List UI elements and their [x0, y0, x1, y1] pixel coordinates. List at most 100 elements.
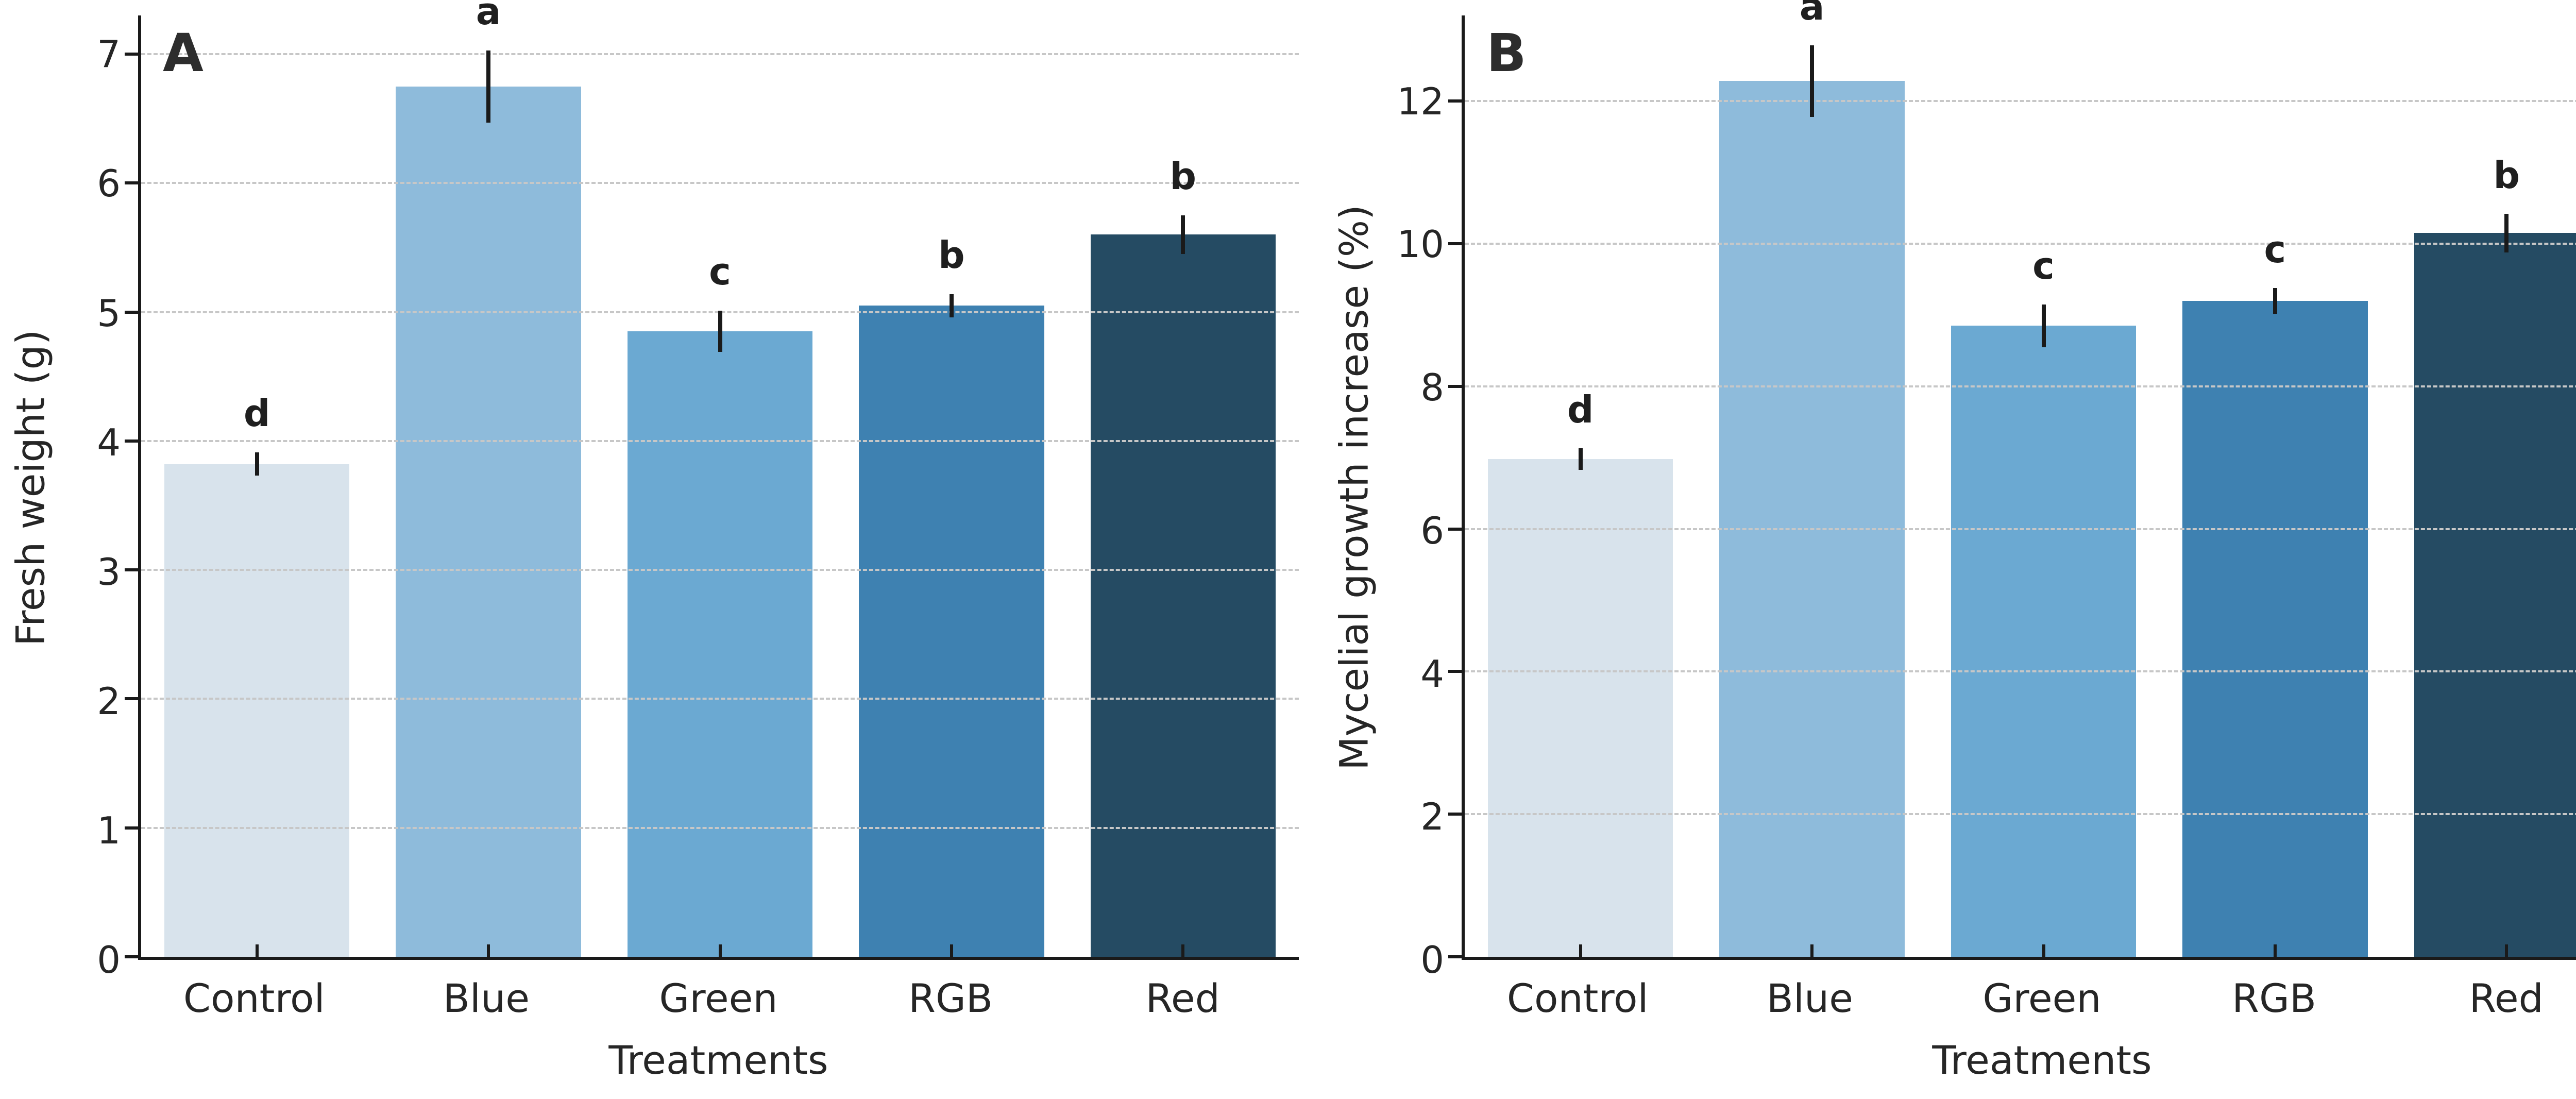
- y-tick-mark-12: [1448, 99, 1462, 103]
- x-tick-label-blue: Blue: [1766, 975, 1853, 1021]
- bar-green: [627, 331, 813, 957]
- y-tick-label-5: 5: [97, 291, 121, 335]
- y-tick-label-4: 4: [1420, 652, 1444, 696]
- x-tick-mark-red: [2505, 944, 2509, 957]
- bar-red: [2414, 233, 2576, 957]
- bar-rgb: [859, 306, 1044, 957]
- x-tick-label-rgb: RGB: [2232, 975, 2317, 1021]
- gridline-y2: [141, 698, 1299, 700]
- error-bar-green: [2041, 304, 2046, 347]
- sig-letter-rgb: c: [2264, 227, 2286, 271]
- panel-b: Mycelial growth increase (%) 0 2 4 6 8 10 12 B…: [1324, 0, 2576, 1099]
- x-tick-mark-rgb: [2273, 944, 2277, 957]
- bar-blue: [1719, 81, 1905, 957]
- y-tick-mark-6: [125, 181, 138, 185]
- panel-b-plot-area: B d a c c b: [1448, 0, 2576, 960]
- y-tick-mark-3: [125, 568, 138, 572]
- gridline-y8: [1465, 385, 2576, 387]
- x-tick-mark-red: [1181, 944, 1185, 957]
- error-bar-blue: [1810, 45, 1815, 117]
- error-bar-control: [1578, 448, 1583, 470]
- y-tick-mark-0: [1448, 955, 1462, 958]
- gridline-y6: [1465, 528, 2576, 530]
- sig-letter-blue: a: [476, 0, 501, 33]
- y-tick-mark-6: [1448, 527, 1462, 531]
- sig-letter-green: c: [2032, 244, 2055, 288]
- x-tick-mark-control: [1579, 944, 1582, 957]
- x-tick-label-blue: Blue: [443, 975, 530, 1021]
- y-tick-mark-7: [125, 53, 138, 56]
- bar-rgb: [2182, 300, 2368, 957]
- y-tick-label-12: 12: [1397, 79, 1444, 123]
- panel-a-plot-area: A d a c b b: [125, 0, 1299, 960]
- y-tick-label-6: 6: [1420, 509, 1444, 552]
- x-tick-mark-control: [255, 944, 259, 957]
- gridline-y12: [1465, 100, 2576, 103]
- error-bar-red: [1181, 215, 1185, 255]
- panel-a-y-axis-label: Fresh weight (g): [7, 329, 54, 646]
- error-bar-blue: [486, 50, 491, 123]
- x-tick-mark-rgb: [950, 944, 953, 957]
- error-bar-control: [255, 452, 259, 476]
- y-tick-mark-0: [125, 955, 138, 958]
- y-tick-label-0: 0: [1420, 938, 1444, 982]
- sig-letter-control: d: [243, 392, 270, 435]
- x-tick-label-rgb: RGB: [908, 975, 993, 1021]
- y-tick-mark-1: [125, 826, 138, 830]
- error-bar-rgb: [949, 294, 954, 317]
- error-bar-green: [718, 311, 722, 352]
- gridline-y4: [1465, 670, 2576, 673]
- sig-letter-control: d: [1567, 388, 1594, 432]
- panel-a-x-axis: Control Blue Green RGB Red: [138, 960, 1299, 1037]
- gridline-y10: [1465, 242, 2576, 245]
- sig-letter-blue: a: [1799, 0, 1825, 29]
- panel-b-y-axis: 0 2 4 6 8 10 12: [1384, 15, 1462, 978]
- bar-green: [1951, 326, 2137, 957]
- y-tick-label-3: 3: [97, 550, 121, 594]
- y-tick-label-2: 2: [97, 679, 121, 723]
- y-tick-mark-4: [125, 439, 138, 443]
- gridline-y6: [141, 182, 1299, 184]
- x-tick-mark-blue: [1810, 944, 1814, 957]
- sig-letter-red: b: [2493, 154, 2520, 197]
- y-tick-label-0: 0: [97, 938, 121, 982]
- y-tick-label-8: 8: [1420, 366, 1444, 410]
- gridline-y7: [141, 53, 1299, 56]
- y-tick-label-10: 10: [1397, 223, 1444, 266]
- y-tick-mark-10: [1448, 242, 1462, 245]
- error-bar-rgb: [2273, 288, 2277, 314]
- y-tick-label-4: 4: [97, 420, 121, 464]
- x-tick-label-control: Control: [1506, 975, 1649, 1021]
- panel-a-x-axis-label: Treatments: [608, 1037, 828, 1083]
- gridline-y3: [141, 569, 1299, 571]
- panel-a-letter: A: [163, 23, 204, 84]
- y-tick-label-6: 6: [97, 162, 121, 206]
- y-tick-label-2: 2: [1420, 795, 1444, 839]
- y-tick-mark-2: [1448, 813, 1462, 816]
- y-tick-label-7: 7: [97, 32, 121, 76]
- panel-b-letter: B: [1486, 23, 1527, 84]
- x-tick-mark-green: [2042, 944, 2045, 957]
- y-tick-mark-4: [1448, 670, 1462, 673]
- y-tick-mark-5: [125, 310, 138, 314]
- x-tick-mark-blue: [487, 944, 490, 957]
- panel-b-x-axis: Control Blue Green RGB Red: [1462, 960, 2576, 1037]
- y-tick-label-1: 1: [97, 808, 121, 852]
- x-tick-label-green: Green: [1982, 975, 2102, 1021]
- sig-letter-rgb: b: [938, 233, 965, 277]
- gridline-y2: [1465, 813, 2576, 816]
- panel-b-x-axis-label: Treatments: [1932, 1037, 2152, 1083]
- bar-blue: [396, 86, 581, 957]
- panel-b-y-axis-label: Mycelial growth increase (%): [1331, 205, 1377, 771]
- x-tick-label-red: Red: [1145, 975, 1220, 1021]
- gridline-y4: [141, 439, 1299, 442]
- y-tick-mark-2: [125, 697, 138, 701]
- bar-control: [164, 464, 350, 957]
- x-tick-label-red: Red: [2469, 975, 2544, 1021]
- x-tick-label-green: Green: [659, 975, 778, 1021]
- sig-letter-red: b: [1170, 154, 1197, 198]
- panel-a: Fresh weight (g) 0 1 2 3 4 5 6 7 A d a c b b Contro…: [7, 0, 1299, 1083]
- bar-red: [1090, 234, 1276, 957]
